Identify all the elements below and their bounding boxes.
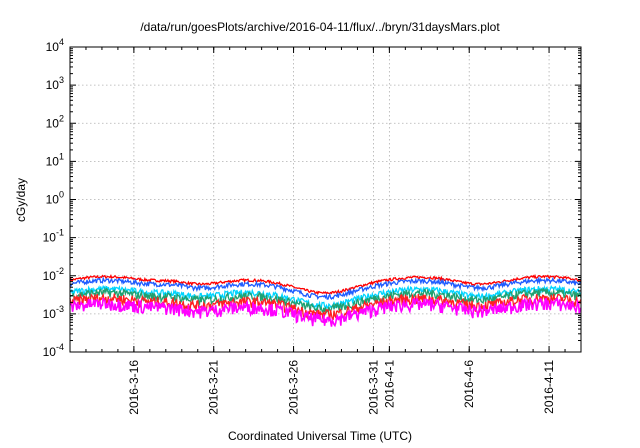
chart-title: /data/run/goesPlots/archive/2016-04-11/f… [140,20,500,34]
y-tick-label: 100 [46,190,64,207]
y-tick-label: 103 [46,75,64,92]
y-tick-label: 101 [46,151,64,168]
x-tick-label: 2016-3-21 [207,360,221,415]
y-tick-label: 104 [46,37,64,54]
y-tick-label: 10-1 [43,228,64,245]
plot-frame [69,46,582,353]
x-tick-label: 2016-4-1 [382,360,396,408]
series-line [69,275,582,301]
axes [69,46,582,353]
x-tick-label: 2016-3-16 [127,360,141,415]
x-tick-label: 2016-4-11 [542,360,556,414]
x-axis-label: Coordinated Universal Time (UTC) [227,429,413,443]
grid-lines [70,47,581,352]
x-tick-label: 2016-3-26 [287,360,301,415]
y-tick-label: 10-2 [43,266,64,283]
y-tick-label: 102 [46,113,64,130]
series-layer [69,273,582,328]
y-tick-label: 10-3 [43,304,64,321]
series-line [69,296,582,328]
x-tick-label: 2016-4-6 [462,360,476,408]
series-line [69,273,582,296]
x-tick-labels: 2016-3-16 2016-3-21 2016-3-26 2016-3-31 2016… [127,360,556,415]
series-line [69,286,582,314]
y-tick-label: 10-4 [43,342,64,359]
x-tick-label: 2016-3-31 [366,360,380,415]
y-tick-labels: 10-4 10-3 10-2 10-1 100 101 102 103 104 [43,37,64,359]
